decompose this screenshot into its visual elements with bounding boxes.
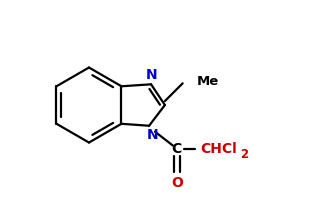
Text: CHCl: CHCl [200,143,236,157]
Text: Me: Me [197,75,219,88]
Text: O: O [171,176,183,190]
Text: N: N [147,128,159,142]
Text: C: C [172,143,182,157]
Text: 2: 2 [240,148,248,161]
Text: N: N [146,68,158,82]
